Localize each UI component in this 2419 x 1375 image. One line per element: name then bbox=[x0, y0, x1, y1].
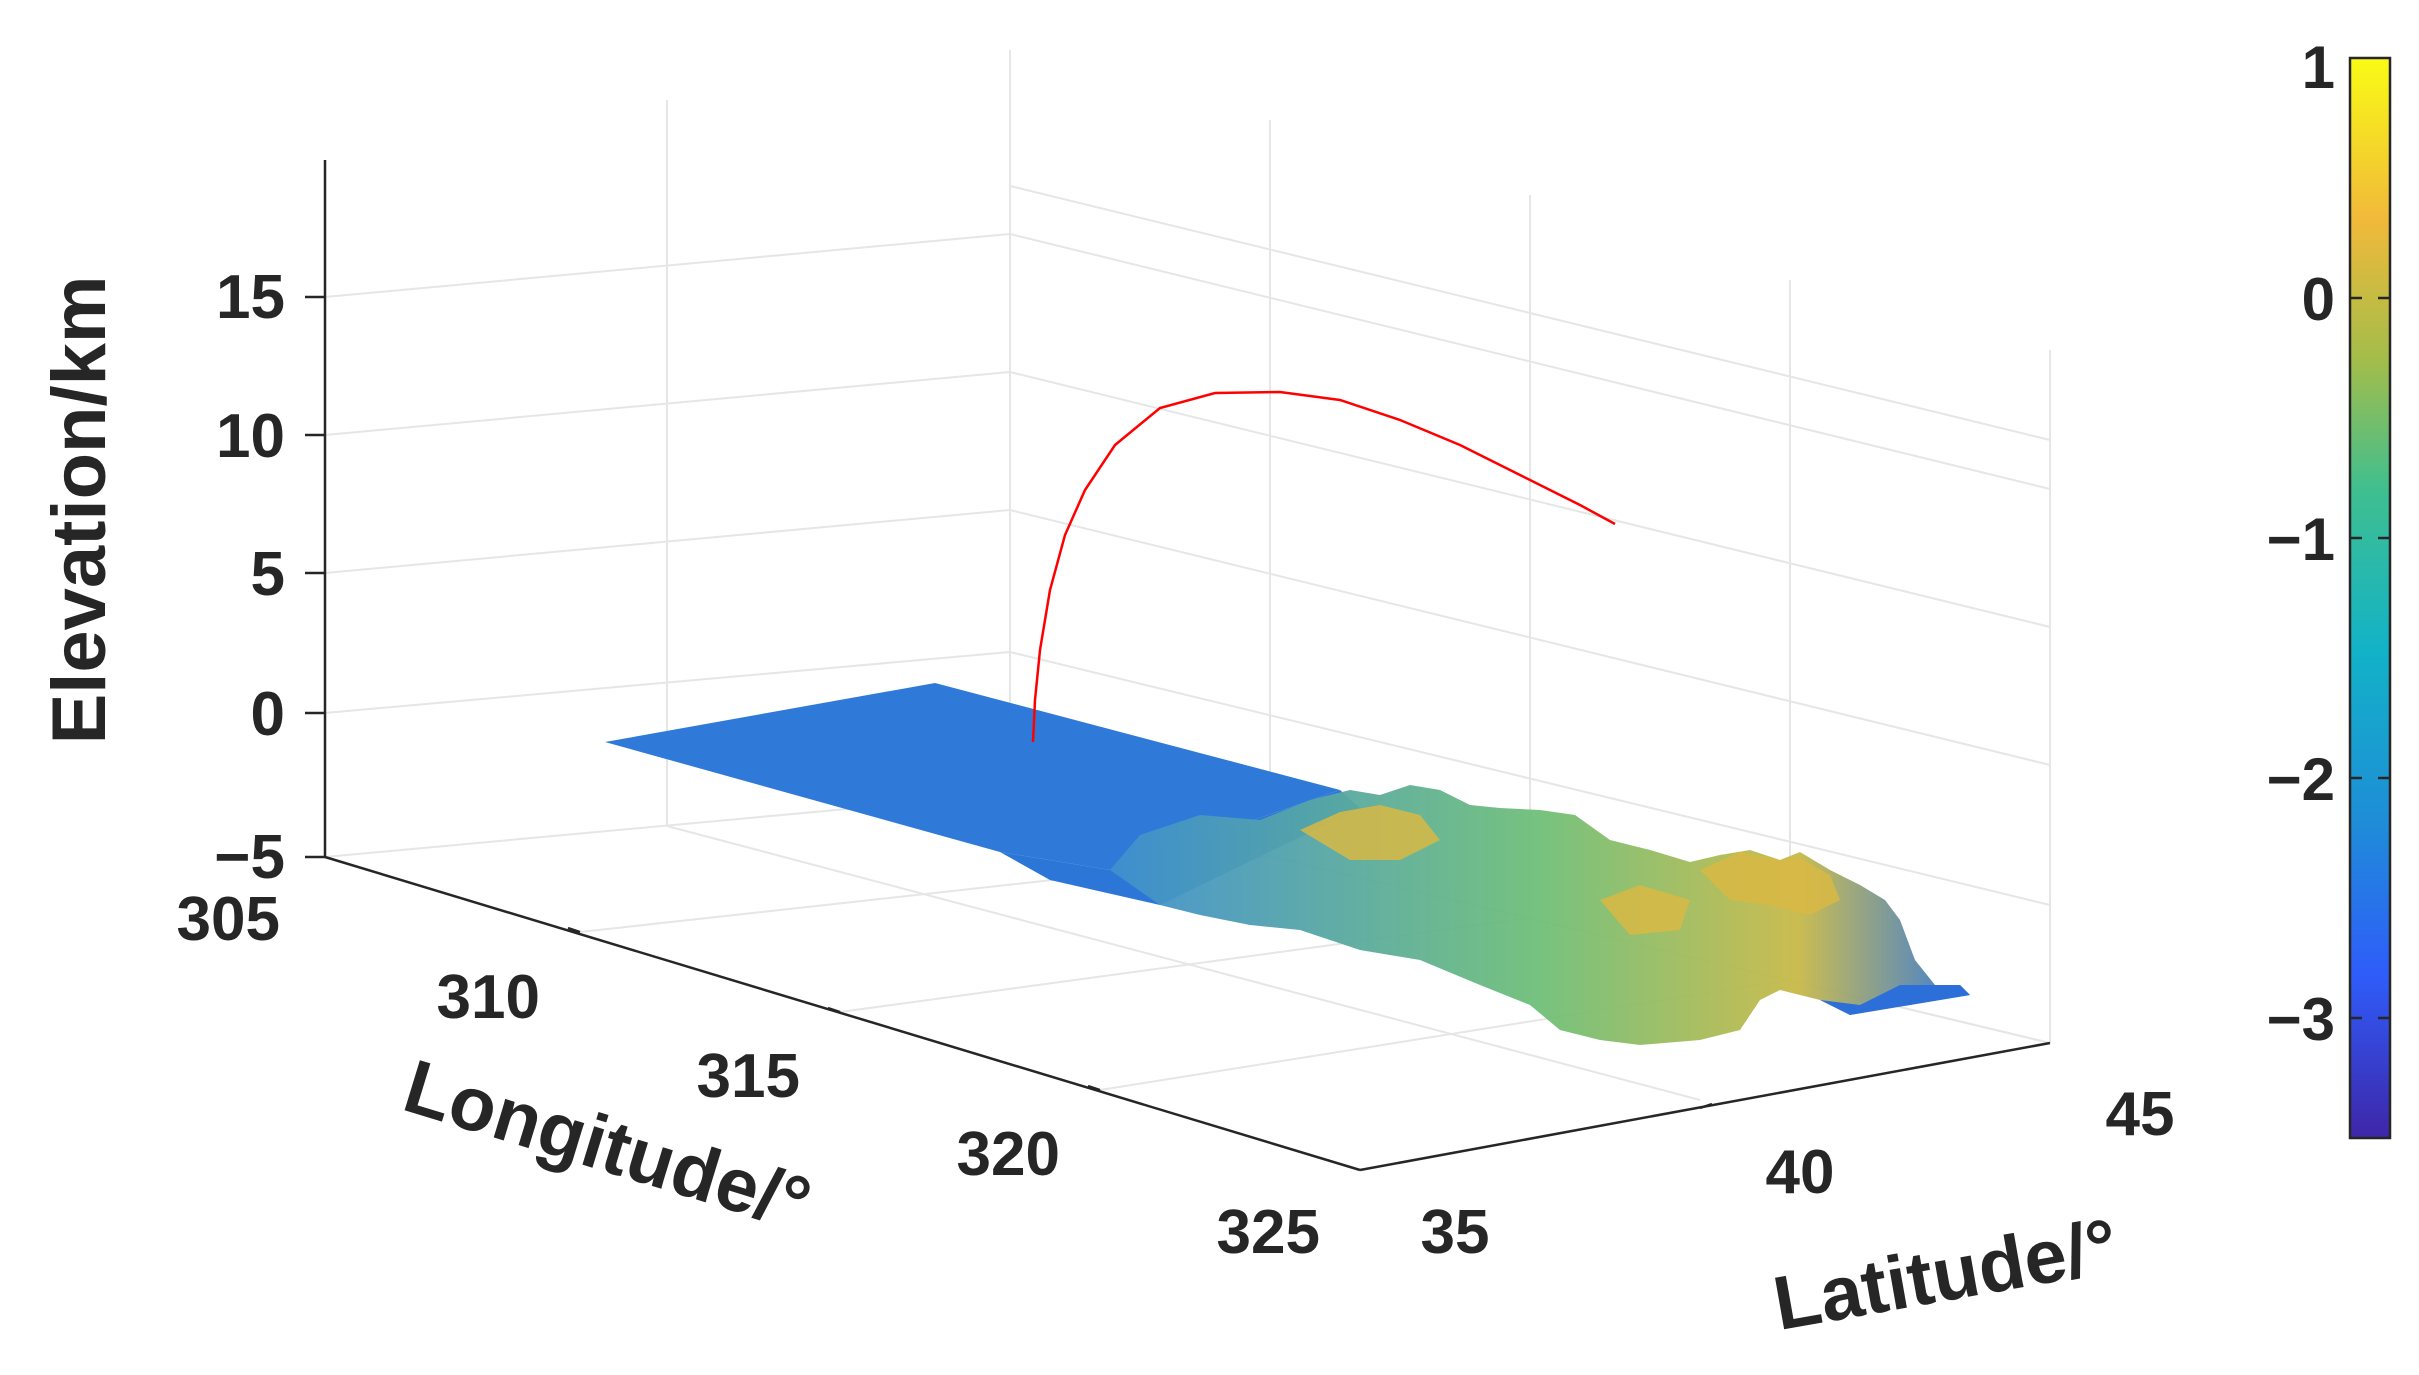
colorbar-tick-label: 0 bbox=[2302, 266, 2335, 333]
surface-rough-region bbox=[1110, 785, 1970, 1045]
surface-flat-region bbox=[605, 683, 1340, 870]
x-tick-label: 320 bbox=[957, 1120, 1060, 1189]
y-tick-label: 40 bbox=[1766, 1138, 1835, 1207]
x-axis-line bbox=[324, 855, 1361, 1172]
z-tick-label: −5 bbox=[214, 823, 285, 892]
z-tick-labels: −5 0 5 10 15 bbox=[214, 263, 285, 892]
colorbar-tick-label: −2 bbox=[2267, 746, 2335, 813]
y-tick-label: 35 bbox=[1421, 1198, 1490, 1267]
z-tick-label: 15 bbox=[216, 263, 285, 332]
z-tick-label: 10 bbox=[216, 402, 285, 471]
z-tick-label: 5 bbox=[251, 540, 285, 609]
surface-high-peaks bbox=[1300, 805, 1840, 935]
trajectory-line bbox=[1031, 390, 1616, 743]
axes bbox=[323, 160, 2051, 1172]
terrain-surface bbox=[605, 683, 1970, 1045]
z-axis-label: Elevation/km bbox=[37, 276, 122, 745]
colorbar-tick-label: −3 bbox=[2267, 986, 2335, 1053]
y-tick-labels: 35 40 45 bbox=[1421, 1080, 2175, 1267]
x-tick-label: 310 bbox=[437, 963, 540, 1032]
x-tick-label: 305 bbox=[177, 885, 280, 954]
y-axis-label: Latitude/° bbox=[1767, 1203, 2124, 1347]
grid-lines bbox=[324, 50, 2051, 1171]
x-tick-labels: 305 310 315 320 325 bbox=[177, 885, 1320, 1267]
z-tick-label: 0 bbox=[251, 680, 285, 749]
y-tick-label: 45 bbox=[2106, 1080, 2175, 1149]
colorbar-tick-label: 1 bbox=[2302, 34, 2335, 101]
surface-blue-edge bbox=[1820, 985, 1970, 1015]
colorbar-gradient bbox=[2348, 56, 2392, 1140]
colorbar: 1 0 −1 −2 −3 bbox=[2267, 34, 2392, 1140]
x-tick-label: 325 bbox=[1217, 1198, 1320, 1267]
colorbar-tick-label: −1 bbox=[2267, 506, 2335, 573]
x-tick-label: 315 bbox=[697, 1042, 800, 1111]
